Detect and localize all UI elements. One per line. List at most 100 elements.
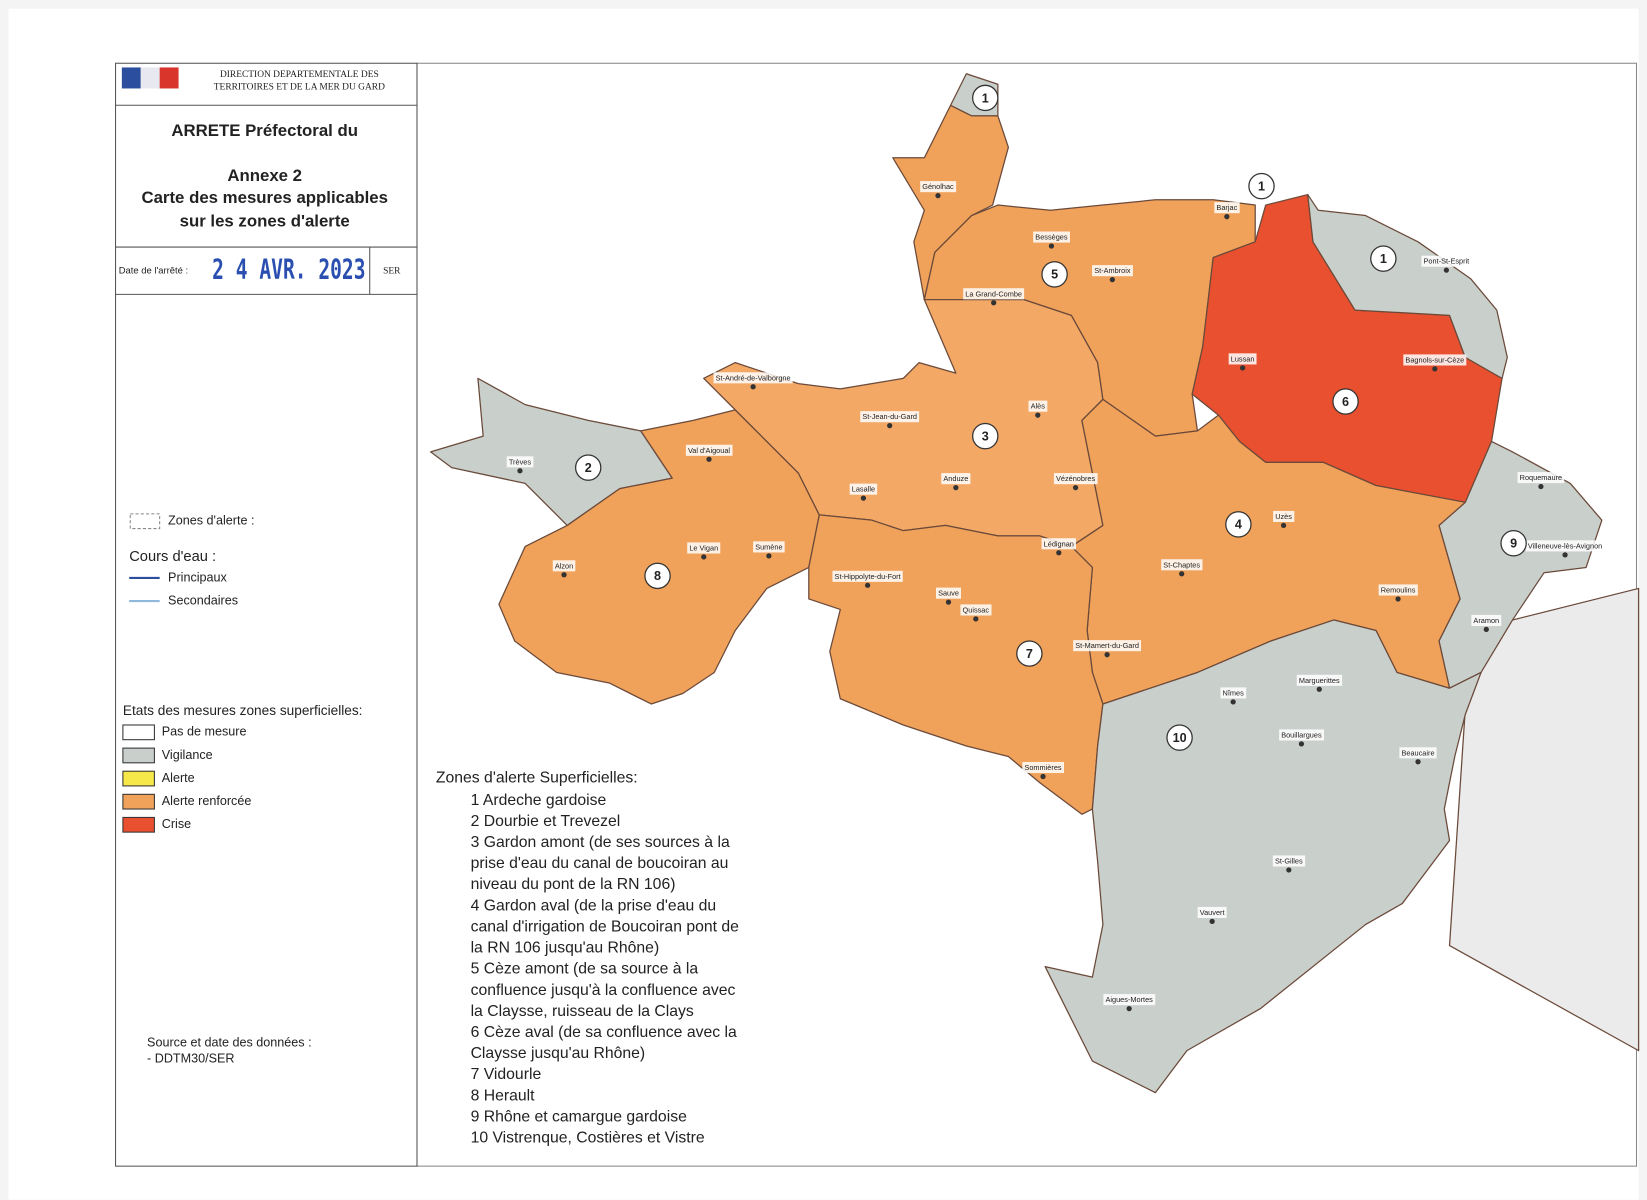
town-dot	[1443, 267, 1450, 273]
town-label: Remoulins	[1381, 585, 1416, 594]
town-label: St-Gilles	[1275, 856, 1303, 865]
town-label-bg	[963, 288, 1025, 300]
town-dot	[706, 456, 712, 462]
town-dot	[1239, 365, 1246, 371]
left-panel	[115, 62, 418, 1167]
town-dot	[766, 553, 772, 559]
state-label: Crise	[162, 817, 191, 831]
panel-border	[115, 62, 418, 1167]
zone-number-circle	[1225, 511, 1252, 538]
zones-list-item: 4 Gardon aval (de la prise d'eau du	[471, 897, 717, 914]
town-label-bg	[1228, 353, 1257, 365]
town-label-bg	[1517, 472, 1565, 484]
town-dot	[1280, 522, 1287, 529]
town-label-bg	[1378, 584, 1418, 596]
zone-symbol	[129, 513, 161, 530]
zone-number: 8	[654, 569, 661, 583]
town-label: Bouillargues	[1281, 730, 1322, 739]
state-swatch	[122, 747, 155, 764]
town-label: Beaucaire	[1401, 748, 1434, 757]
town-dot	[1179, 571, 1185, 577]
town-label: St-Jean-du-Gard	[862, 412, 917, 421]
town-dot	[887, 423, 893, 429]
zone-number-circle	[574, 454, 602, 481]
town-label: St-Ambroix	[1094, 266, 1131, 275]
town-dot	[1109, 277, 1115, 283]
town-label-bg	[1220, 687, 1247, 699]
zones-list-item: prise d'eau du canal de boucoiran au	[471, 855, 729, 872]
state-swatch	[122, 816, 155, 833]
zone-number-circle	[1166, 724, 1193, 751]
town-label: Aigues-Mortes	[1105, 995, 1153, 1004]
town-label-bg	[1471, 614, 1502, 626]
town-dot	[860, 495, 867, 501]
date-stamp: 2 4 AVR. 2023	[212, 255, 365, 286]
town-label: Bagnols-sur-Cèze	[1405, 355, 1464, 364]
town-dot	[1224, 213, 1230, 220]
date-label: Date de l'arrêté :	[119, 266, 188, 277]
town-label-bg	[1272, 855, 1306, 867]
town-label: Vézénobres	[1056, 474, 1096, 483]
zone-number: 7	[1026, 647, 1033, 661]
town-label: Alès	[1031, 402, 1046, 411]
town-dot	[1072, 484, 1079, 491]
town-dot	[1056, 550, 1062, 556]
town-label: Roquemaure	[1520, 473, 1562, 482]
town-dot	[750, 384, 756, 390]
flag-white	[140, 67, 160, 89]
town-label-bg	[1053, 473, 1098, 485]
town-dot	[864, 582, 871, 588]
town-label: Villeneuve-lès-Avignon	[1528, 541, 1602, 550]
town-label-bg	[1279, 729, 1325, 741]
zone-number-circle	[1500, 530, 1527, 557]
zone-number: 10	[1173, 731, 1187, 745]
zone-number-circle	[1016, 640, 1043, 667]
zones-list-item: 7 Vidourle	[471, 1066, 542, 1083]
town-label-bg	[1033, 231, 1070, 243]
zones-list-item: Claysse jusqu'au Rhône)	[471, 1045, 646, 1062]
town-dot	[1040, 773, 1046, 780]
town-dot	[973, 616, 979, 622]
town-dot	[561, 572, 567, 578]
town-label-bg	[1073, 640, 1142, 652]
town-dot	[1415, 759, 1421, 765]
town-label: Le Vigan	[689, 543, 718, 552]
zones-list-item: 2 Dourbie et Trevezel	[471, 813, 621, 830]
town-label: Bessèges	[1035, 233, 1068, 242]
zone-number-circle	[1041, 261, 1068, 288]
zones-list-item: la Claysse, ruisseau de la Clays	[471, 1003, 694, 1020]
town-dot	[1104, 651, 1110, 658]
zones-list-item: 6 Cèze aval (de sa confluence avec la	[471, 1024, 737, 1041]
zone-number: 1	[1380, 252, 1387, 266]
town-label: Vauvert	[1200, 908, 1225, 917]
town-dot	[1230, 699, 1236, 705]
town-label-bg	[1103, 994, 1156, 1006]
town-dot	[1395, 596, 1401, 602]
town-label-bg	[687, 542, 721, 554]
logo	[121, 67, 179, 89]
zone-number: 3	[982, 430, 989, 444]
map	[430, 73, 1640, 1094]
zone-8	[498, 409, 820, 705]
town-dot	[1126, 1005, 1132, 1012]
org-name: DIRECTION DEPARTEMENTALE DES	[220, 70, 379, 80]
zone-number: 2	[585, 461, 592, 475]
town-label-bg	[1399, 747, 1437, 759]
river-label: Principaux	[168, 570, 228, 584]
town-label-bg	[713, 372, 793, 384]
zones-list-item: 9 Rhône et camargue gardoise	[471, 1108, 688, 1125]
zones-list-item: 5 Cèze amont (de sa source à la	[471, 961, 699, 978]
town-label-bg	[1525, 540, 1605, 552]
town-label-bg	[506, 456, 534, 468]
town-label: Uzès	[1275, 512, 1292, 521]
state-swatch	[122, 724, 155, 741]
states-title: Etats des mesures zones superficielles:	[123, 703, 363, 718]
zones-list-title: Zones d'alerte Superficielles:	[436, 770, 638, 787]
subtitle: Carte des mesures applicables	[141, 188, 387, 207]
service: SER	[383, 266, 401, 276]
town-dot	[1562, 552, 1568, 558]
town-dot	[1298, 741, 1305, 747]
town-label: St-André-de-Valborgne	[716, 373, 791, 382]
town-dot	[991, 300, 997, 306]
